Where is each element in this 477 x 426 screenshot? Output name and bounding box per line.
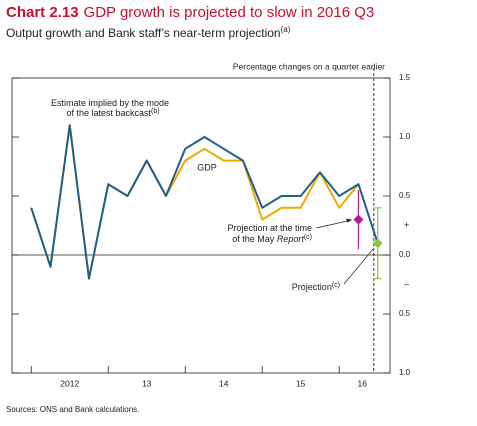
annotation-text: Projection	[292, 282, 332, 292]
y-tick-label: 1.0	[399, 368, 411, 377]
y-tick-label: 0.5	[399, 191, 411, 200]
y-axis-label: Percentage changes on a quarter earlier	[233, 61, 385, 71]
annotation-text: of the latest backcast	[66, 108, 151, 118]
series-label: GDP	[197, 162, 217, 172]
x-tick-label: 15	[296, 378, 306, 388]
annotation-text: Projection at the time	[227, 223, 312, 233]
chart-number: Chart 2.13	[6, 4, 79, 21]
point-annotation: Projection(c)	[292, 282, 340, 293]
y-tick-label: 1.0	[399, 132, 411, 141]
annotation-italic: Report	[277, 234, 305, 244]
annotation-text: of the May	[232, 234, 277, 244]
annotation-note: (c)	[332, 282, 340, 289]
x-tick-label: 2012	[60, 378, 79, 388]
subtitle: Output growth and Bank staff’s near-term…	[6, 25, 291, 40]
point-annotation: Projection at the time	[227, 223, 312, 233]
subtitle-note: (a)	[281, 25, 291, 34]
source: Sources: ONS and Bank calculations.	[6, 405, 139, 414]
series-line	[30, 124, 379, 280]
annotation-note: (c)	[304, 234, 312, 241]
series-annotation: Estimate implied by the mode	[51, 98, 169, 108]
annotation-arrow	[343, 248, 374, 285]
plot-frame	[11, 77, 391, 374]
arrow-head	[346, 218, 352, 223]
annotation-note: (b)	[151, 108, 160, 115]
x-tick-label: 14	[219, 378, 229, 388]
x-tick-label: 16	[358, 378, 368, 388]
x-tick-label: 13	[142, 378, 152, 388]
subtitle-text: Output growth and Bank staff’s near-term…	[6, 26, 281, 40]
sign-label: –	[404, 279, 409, 289]
chart-title: Chart 2.13 GDP growth is projected to slo…	[6, 4, 374, 21]
y-tick-label: 1.5	[399, 73, 411, 82]
y-tick-label: 0.5	[399, 309, 411, 318]
title-text: GDP growth is projected to slow in 2016 …	[84, 4, 375, 21]
series-annotation: of the latest backcast(b)	[66, 108, 159, 119]
projection-marker	[372, 238, 383, 249]
annotation-arrow	[315, 220, 350, 229]
point-annotation: of the May Report(c)	[232, 234, 312, 245]
sign-label: +	[404, 220, 409, 230]
y-tick-label: 0.0	[399, 250, 411, 259]
projection-marker	[353, 214, 364, 225]
annotation-text: Estimate implied by the mode	[51, 98, 169, 108]
